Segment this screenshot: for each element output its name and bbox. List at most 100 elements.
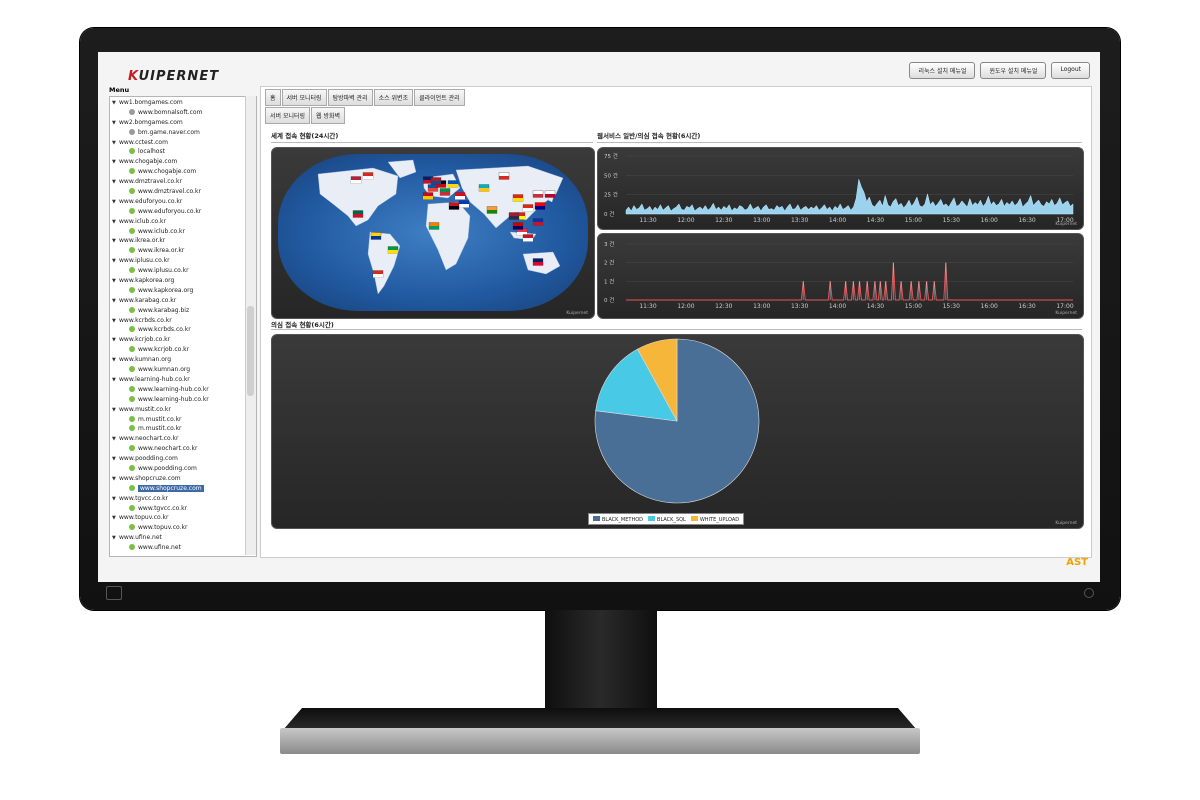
web-access-area-chart[interactable]: 0 건 25 건 50 건 75 건 11:30 12:00 12:30 13:00 13:30…: [598, 148, 1083, 229]
tree-server-node[interactable]: www.kumnan.org: [112, 365, 256, 375]
flag-icon-ua[interactable]: [447, 180, 459, 188]
expand-arrow-icon[interactable]: ▼: [112, 475, 116, 482]
flag-icon-eg[interactable]: [448, 202, 460, 210]
tab-home[interactable]: 홈: [265, 89, 281, 106]
tree-site-node[interactable]: ▼ www.ikrea.or.kr: [112, 236, 256, 246]
flag-icon-il[interactable]: [458, 200, 470, 208]
tree-server-node[interactable]: www.karabag.biz: [112, 306, 256, 316]
tree-server-node[interactable]: www.tgvcc.co.kr: [112, 504, 256, 514]
flag-icon-cl[interactable]: [372, 270, 384, 278]
expand-arrow-icon[interactable]: ▼: [112, 278, 116, 285]
tree-site-node[interactable]: ▼ www.karabag.co.kr: [112, 296, 256, 306]
tree-server-node[interactable]: www.topuv.co.kr: [112, 523, 256, 533]
tree-site-node[interactable]: ▼ www.poodding.com: [112, 454, 256, 464]
suspicious-access-line-chart[interactable]: 0 건 1 건 2 건 3 건 11:30 12:00 12:30 13:00 13:30 14:…: [598, 234, 1083, 318]
tab-source-forgery[interactable]: 소스 위변조: [373, 89, 414, 106]
expand-arrow-icon[interactable]: ▼: [112, 515, 116, 522]
suspicious-pie-chart[interactable]: [272, 335, 1083, 510]
tree-site-node[interactable]: ▼ www.ufine.net: [112, 533, 256, 543]
tree-site-node[interactable]: ▼ www.dmztravel.co.kr: [112, 177, 256, 187]
flag-icon-ph[interactable]: [532, 218, 544, 226]
flag-icon-tw[interactable]: [534, 202, 546, 210]
tree-server-node[interactable]: www.chogabje.com: [112, 167, 256, 177]
legend-black-sql[interactable]: BLACK_SQL: [648, 515, 686, 523]
tree-site-node[interactable]: ▼ www.kapkorea.org: [112, 276, 256, 286]
tree-site-node[interactable]: ▼ ww1.bomgames.com: [112, 98, 256, 108]
tab-server-monitoring[interactable]: 서버 모니터링: [281, 89, 327, 106]
expand-arrow-icon[interactable]: ▼: [112, 139, 116, 146]
expand-arrow-icon[interactable]: ▼: [112, 317, 116, 324]
tree-server-node[interactable]: www.iplusu.co.kr: [112, 266, 256, 276]
tree-site-node[interactable]: ▼ www.eduforyou.co.kr: [112, 197, 256, 207]
tree-server-node[interactable]: m.mustit.co.kr: [112, 424, 256, 434]
tree-server-node[interactable]: www.ikrea.or.kr: [112, 246, 256, 256]
tree-site-node[interactable]: ▼ www.kumnan.org: [112, 355, 256, 365]
flag-icon-co[interactable]: [370, 232, 382, 240]
expand-arrow-icon[interactable]: ▼: [112, 376, 116, 383]
tree-site-node[interactable]: ▼ www.learning-hub.co.kr: [112, 375, 256, 385]
flag-icon-tr[interactable]: [454, 192, 466, 200]
flag-icon-cn[interactable]: [512, 194, 524, 202]
flag-icon-kz[interactable]: [478, 184, 490, 192]
flag-icon-mx[interactable]: [352, 210, 364, 218]
world-map[interactable]: [278, 154, 588, 311]
tree-server-node[interactable]: www.neochart.co.kr: [112, 444, 256, 454]
logout-button[interactable]: Logout: [1051, 62, 1090, 79]
subtab-server-monitoring[interactable]: 서버 모니터링: [265, 107, 311, 124]
expand-arrow-icon[interactable]: ▼: [112, 218, 116, 225]
flag-icon-hk[interactable]: [522, 204, 534, 212]
tree-server-node[interactable]: www.shopcruze.com: [112, 484, 256, 494]
expand-arrow-icon[interactable]: ▼: [112, 357, 116, 364]
flag-icon-kr[interactable]: [532, 190, 544, 198]
flag-icon-ru[interactable]: [498, 172, 510, 180]
tree-site-node[interactable]: ▼ www.cctest.com: [112, 138, 256, 148]
expand-arrow-icon[interactable]: ▼: [112, 100, 116, 106]
expand-arrow-icon[interactable]: ▼: [112, 238, 116, 245]
tree-site-node[interactable]: ▼ www.chogabje.com: [112, 157, 256, 167]
expand-arrow-icon[interactable]: ▼: [112, 179, 116, 186]
tree-scrollbar[interactable]: [245, 96, 256, 555]
expand-arrow-icon[interactable]: ▼: [112, 406, 116, 413]
subtab-web-firewall[interactable]: 웹 방화벽: [311, 107, 346, 124]
flag-icon-us[interactable]: [350, 176, 362, 184]
flag-icon-id[interactable]: [522, 234, 534, 242]
expand-arrow-icon[interactable]: ▼: [112, 495, 116, 502]
tree-site-node[interactable]: ▼ www.shopcruze.com: [112, 474, 256, 484]
tree-server-node[interactable]: www.learning-hub.co.kr: [112, 395, 256, 405]
tree-server-node[interactable]: www.bomnalsoft.com: [112, 108, 256, 118]
tree-site-node[interactable]: ▼ ww2.bomgames.com: [112, 118, 256, 128]
expand-arrow-icon[interactable]: ▼: [112, 337, 116, 344]
legend-black-method[interactable]: BLACK_METHOD: [593, 515, 643, 523]
tree-server-node[interactable]: www.kcrbds.co.kr: [112, 325, 256, 335]
tab-firewall-management[interactable]: 탐방파벽 관리: [327, 89, 373, 106]
expand-arrow-icon[interactable]: ▼: [112, 258, 116, 265]
flag-icon-br[interactable]: [387, 246, 399, 254]
expand-arrow-icon[interactable]: ▼: [112, 456, 116, 463]
tree-server-node[interactable]: localhost: [112, 147, 256, 157]
tree-server-node[interactable]: bm.game.naver.com: [112, 128, 256, 138]
expand-arrow-icon[interactable]: ▼: [112, 297, 116, 304]
tree-site-node[interactable]: ▼ www.topuv.co.kr: [112, 513, 256, 523]
tree-server-node[interactable]: www.eduforyou.co.kr: [112, 207, 256, 217]
tree-site-node[interactable]: ▼ www.neochart.co.kr: [112, 434, 256, 444]
linux-manual-button[interactable]: 리눅스 설치 메뉴얼: [909, 62, 976, 79]
tree-site-node[interactable]: ▼ www.tgvcc.co.kr: [112, 494, 256, 504]
tree-server-node[interactable]: m.mustit.co.kr: [112, 415, 256, 425]
tree-site-node[interactable]: ▼ www.kcrjob.co.kr: [112, 335, 256, 345]
flag-icon-es[interactable]: [422, 192, 434, 200]
flag-icon-jp[interactable]: [544, 190, 556, 198]
tree-site-node[interactable]: ▼ www.iclub.co.kr: [112, 217, 256, 227]
flag-icon-ca[interactable]: [362, 172, 374, 180]
windows-manual-button[interactable]: 윈도우 설치 메뉴얼: [980, 62, 1047, 79]
tree-site-node[interactable]: ▼ www.mustit.co.kr: [112, 405, 256, 415]
tree-server-node[interactable]: www.kapkorea.org: [112, 286, 256, 296]
tree-server-node[interactable]: www.iclub.co.kr: [112, 227, 256, 237]
tree-server-node[interactable]: www.dmztravel.co.kr: [112, 187, 256, 197]
flag-icon-in[interactable]: [486, 206, 498, 214]
expand-arrow-icon[interactable]: ▼: [112, 535, 116, 542]
tab-client-management[interactable]: 클라이언트 관리: [414, 89, 465, 106]
tree-server-node[interactable]: www.poodding.com: [112, 464, 256, 474]
flag-icon-ci[interactable]: [428, 222, 440, 230]
flag-icon-my[interactable]: [512, 222, 524, 230]
tree-server-node[interactable]: www.kcrjob.co.kr: [112, 345, 256, 355]
